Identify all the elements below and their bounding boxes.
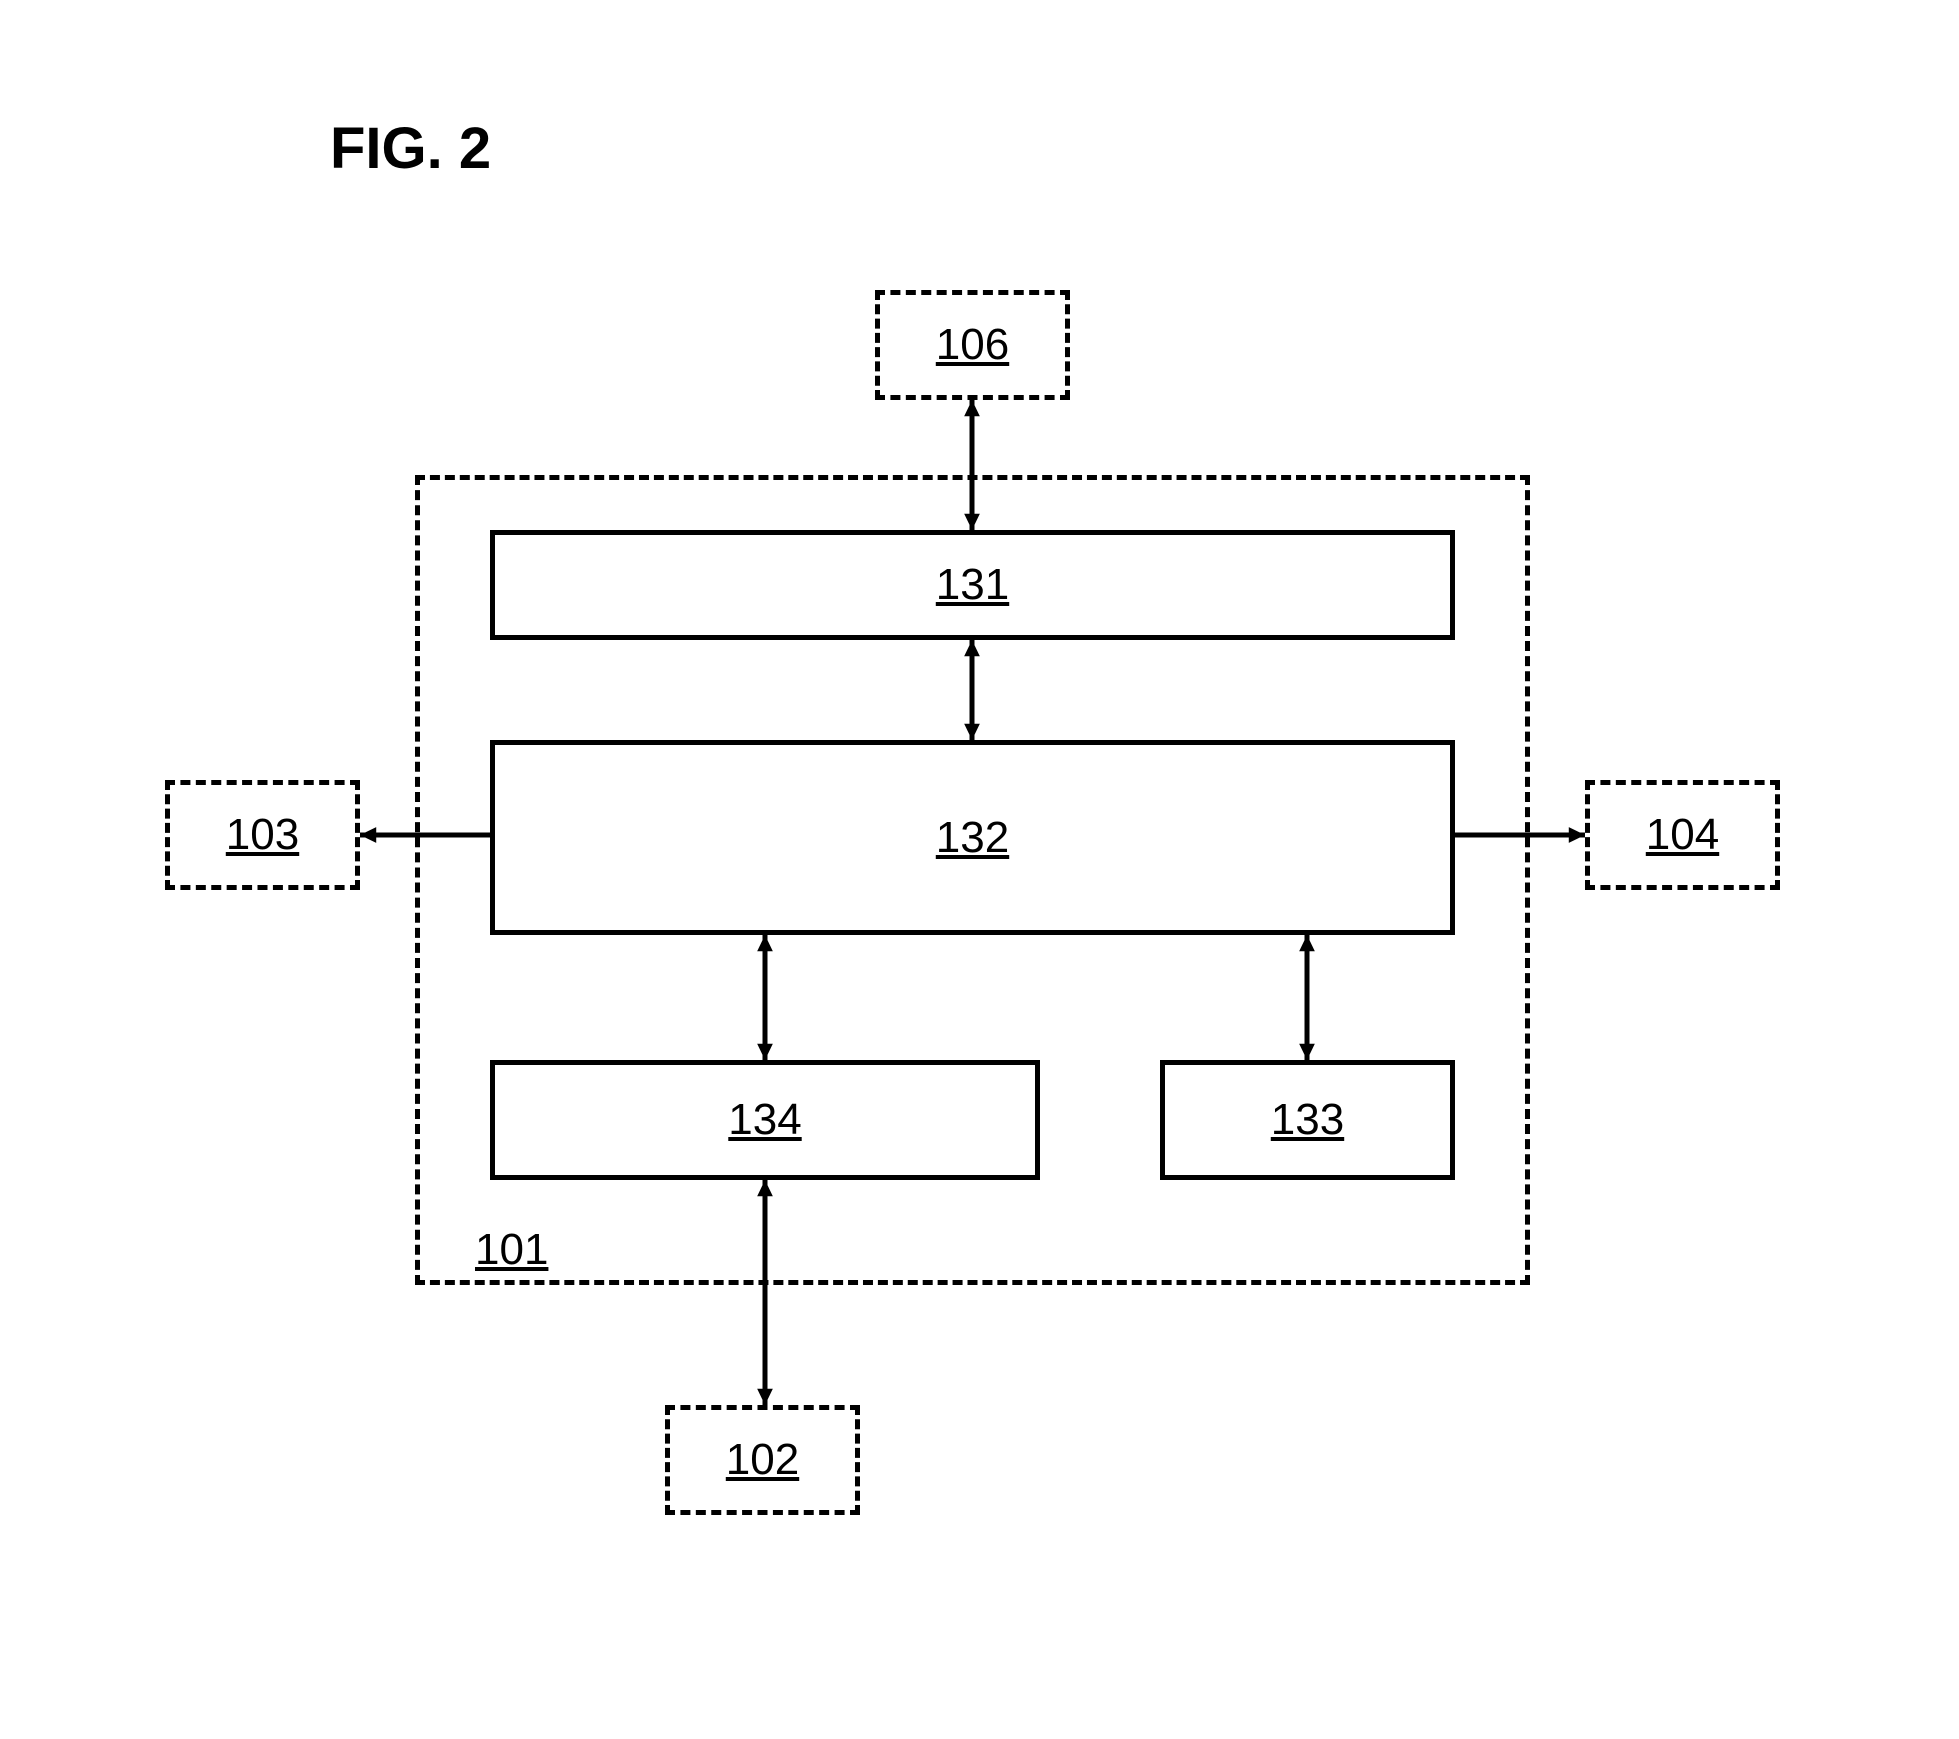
box-131: 131 bbox=[490, 530, 1455, 640]
box-134-label: 134 bbox=[728, 1095, 801, 1145]
box-133: 133 bbox=[1160, 1060, 1455, 1180]
box-102: 102 bbox=[665, 1405, 860, 1515]
figure-title: FIG. 2 bbox=[330, 115, 491, 182]
box-132-label: 132 bbox=[936, 813, 1009, 863]
box-106-label: 106 bbox=[936, 320, 1009, 370]
box-103-label: 103 bbox=[226, 810, 299, 860]
box-103: 103 bbox=[165, 780, 360, 890]
box-106: 106 bbox=[875, 290, 1070, 400]
box-102-label: 102 bbox=[726, 1435, 799, 1485]
box-134: 134 bbox=[490, 1060, 1040, 1180]
container-101-label: 101 bbox=[475, 1225, 548, 1275]
box-104-label: 104 bbox=[1646, 810, 1719, 860]
box-133-label: 133 bbox=[1271, 1095, 1344, 1145]
box-132: 132 bbox=[490, 740, 1455, 935]
box-104: 104 bbox=[1585, 780, 1780, 890]
box-131-label: 131 bbox=[936, 560, 1009, 610]
